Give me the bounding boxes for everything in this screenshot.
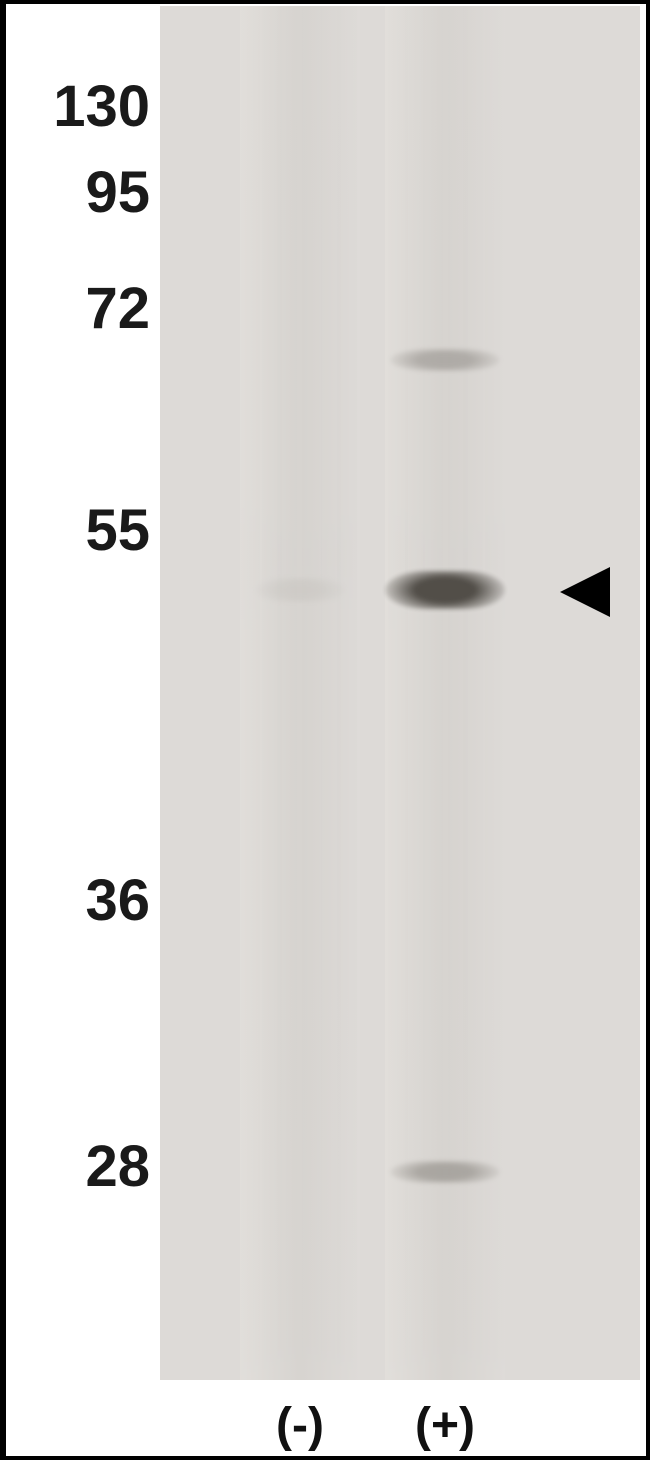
target-band-arrow	[560, 567, 610, 617]
mw-label-95: 95	[10, 159, 150, 226]
western-blot-figure: 130 95 72 55 36 28 (-) (+)	[0, 0, 650, 1460]
band-pos-0	[390, 349, 500, 371]
mw-label-130: 130	[10, 73, 150, 140]
band-neg-3	[255, 578, 345, 602]
band-pos-1	[385, 571, 505, 609]
mw-label-55: 55	[10, 497, 150, 564]
mw-label-72: 72	[10, 275, 150, 342]
membrane-area	[160, 6, 640, 1380]
lane-label-pos: (+)	[385, 1398, 505, 1453]
lane-label-neg: (-)	[240, 1398, 360, 1453]
mw-label-28: 28	[10, 1133, 150, 1200]
band-pos-2	[390, 1161, 500, 1183]
mw-label-36: 36	[10, 867, 150, 934]
